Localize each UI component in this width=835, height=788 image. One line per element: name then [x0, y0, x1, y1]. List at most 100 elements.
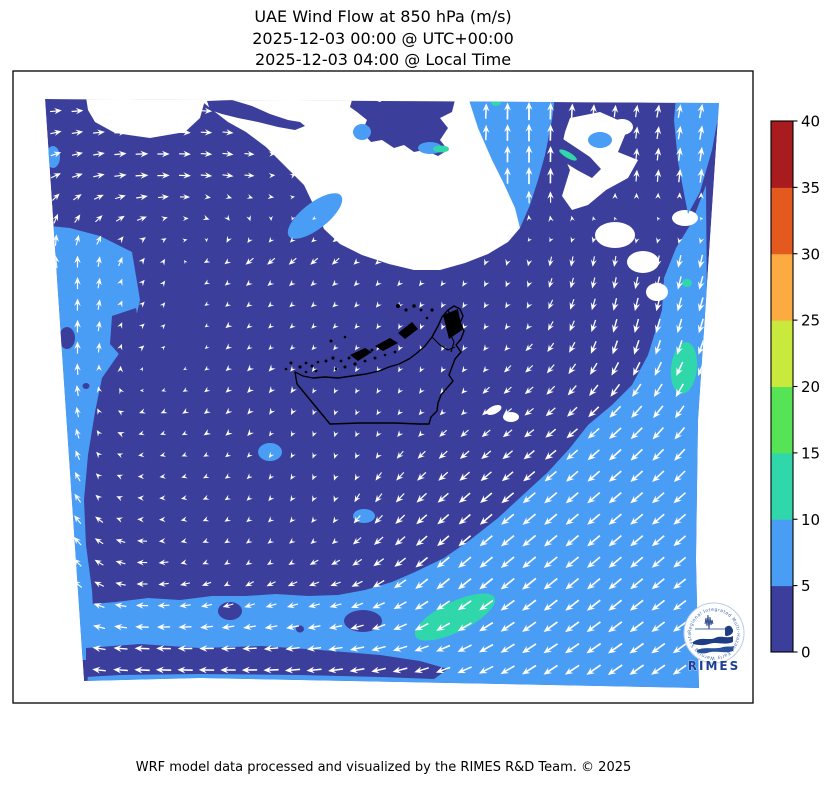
wind-arrow-shaft: [633, 621, 644, 630]
wind-arrow: [673, 474, 682, 482]
wind-arrow: [246, 194, 254, 199]
wind-arrow-shaft: [633, 535, 644, 544]
wind-arrow-shaft: [570, 341, 576, 350]
wind-arrow-shaft: [248, 581, 254, 585]
wind-arrow-shaft: [654, 535, 665, 544]
wind-arrow: [332, 516, 339, 524]
wind-arrow-shaft: [525, 492, 536, 501]
wind-arrow: [654, 104, 662, 113]
colorbar: 0 5 10 15 20 25 30 35 40: [770, 113, 820, 662]
wind-arrow-shaft: [526, 450, 535, 457]
wind-arrow: [633, 324, 640, 333]
wind-arrow-shaft: [590, 449, 600, 458]
wind-arrow: [115, 581, 123, 588]
wind-arrow: [631, 409, 639, 418]
wind-arrow-shaft: [50, 131, 58, 135]
wind-arrow: [159, 452, 167, 457]
speed-region-5-10: [287, 193, 343, 239]
wind-arrow: [330, 580, 339, 587]
chart-title: UAE Wind Flow at 850 hPa (m/s): [254, 7, 512, 26]
wind-arrow: [699, 237, 705, 244]
wind-arrow-shaft: [355, 537, 362, 543]
wind-arrow: [565, 624, 574, 633]
wind-arrow-shaft: [355, 515, 361, 521]
wind-arrow: [224, 214, 230, 221]
island-dot: [314, 369, 318, 373]
wind-arrow-shaft: [677, 427, 686, 437]
wind-arrow: [267, 258, 275, 265]
island-dot: [334, 367, 338, 371]
wind-arrow: [392, 666, 402, 674]
wind-arrow-shaft: [677, 405, 685, 415]
wind-arrow: [158, 538, 166, 544]
wind-arrow-shaft: [93, 153, 101, 156]
wind-arrow: [630, 431, 639, 440]
wind-arrow: [225, 193, 233, 199]
wind-arrow-shaft: [311, 668, 322, 672]
wind-arrow-shaft: [503, 556, 515, 566]
wind-arrow-shaft: [506, 386, 512, 392]
wind-arrow-shaft: [633, 448, 643, 458]
wind-arrow: [676, 168, 683, 178]
wind-arrow-shaft: [699, 129, 703, 140]
wind-arrow: [117, 410, 125, 416]
wind-arrow: [655, 192, 661, 200]
wind-arrow-shaft: [591, 362, 598, 372]
wind-arrow-shaft: [439, 556, 450, 566]
speed-region-0-5: [296, 625, 304, 633]
wind-arrow-shaft: [76, 539, 82, 546]
wind-arrow: [75, 151, 83, 158]
wind-arrow-shaft: [525, 599, 537, 609]
wind-arrow-shaft: [247, 625, 256, 628]
wind-arrow-shaft: [504, 643, 515, 651]
wind-arrow: [225, 343, 233, 350]
wind-arrow-shaft: [568, 599, 580, 609]
wind-arrow: [182, 387, 189, 392]
wind-arrow: [504, 102, 511, 111]
wind-arrow: [333, 409, 339, 416]
wind-arrow: [547, 167, 554, 176]
island-dot: [373, 356, 377, 360]
wind-arrow: [395, 516, 404, 524]
wind-arrow: [698, 192, 704, 199]
wind-arrow: [523, 451, 532, 460]
wind-arrow: [155, 666, 164, 674]
wind-arrow: [241, 666, 250, 674]
wind-arrow: [247, 236, 253, 244]
wind-arrow-shaft: [398, 514, 406, 522]
wind-arrow: [656, 237, 661, 244]
wind-arrow-shaft: [635, 255, 639, 263]
speed-region-10-15: [414, 593, 496, 641]
wind-arrow-shaft: [611, 577, 622, 587]
wind-arrow: [350, 623, 359, 630]
wind-arrow: [396, 473, 404, 481]
wind-arrow: [117, 236, 124, 244]
wind-arrow: [651, 560, 661, 568]
wind-arrow: [159, 495, 166, 501]
wind-arrow-shaft: [590, 491, 601, 501]
wind-arrow: [522, 603, 531, 611]
wind-arrow: [651, 646, 660, 654]
wind-arrow: [267, 537, 275, 544]
wind-arrow: [310, 279, 318, 287]
wind-arrow: [676, 147, 683, 156]
wind-arrow: [182, 216, 189, 221]
wind-arrow: [526, 259, 533, 267]
wind-arrow: [92, 645, 101, 653]
wind-arrow: [375, 451, 382, 459]
wind-arrow: [655, 280, 662, 290]
wind-arrow: [74, 406, 81, 415]
wind-arrow: [349, 645, 359, 652]
wind-arrow-shaft: [570, 108, 573, 119]
wind-arrow: [75, 129, 84, 136]
wind-arrow-shaft: [506, 429, 513, 435]
wind-arrow: [484, 258, 490, 266]
wind-arrow: [459, 473, 468, 481]
wind-arrow: [268, 173, 276, 179]
wind-arrow-shaft: [376, 579, 385, 586]
wind-arrow: [478, 666, 488, 674]
wind-arrow: [418, 279, 425, 287]
speed-region-5-10: [258, 443, 282, 461]
wind-arrow-shaft: [505, 471, 514, 479]
wind-arrow: [522, 538, 531, 547]
